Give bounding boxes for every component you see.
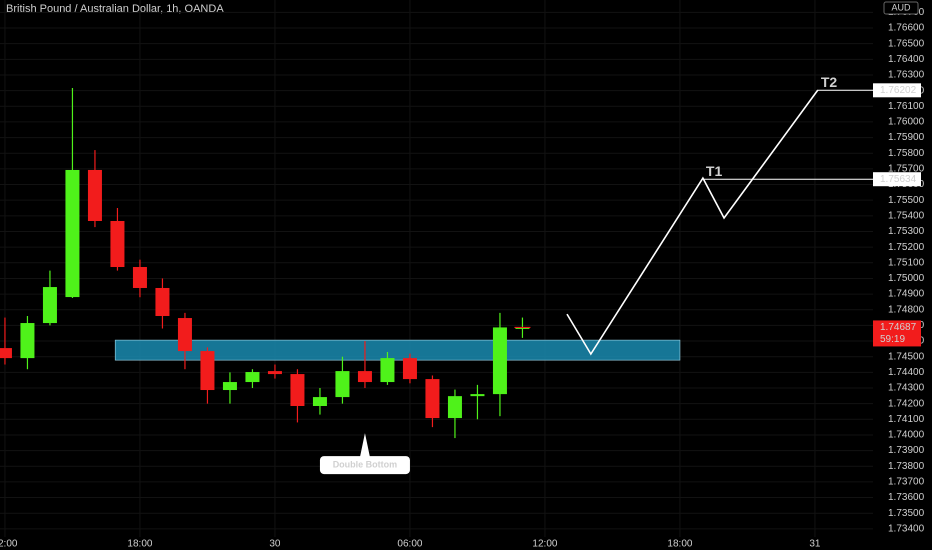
candle-body bbox=[42, 287, 57, 324]
candle-body bbox=[312, 397, 327, 406]
last-price-box bbox=[873, 320, 921, 347]
y-tick-label: 1.74400 bbox=[888, 367, 925, 378]
candle-body bbox=[515, 327, 530, 329]
candle-body bbox=[132, 267, 147, 288]
y-tick-label: 1.74900 bbox=[888, 289, 925, 300]
y-tick-label: 1.75400 bbox=[888, 210, 925, 221]
x-tick-label: 18:00 bbox=[127, 539, 152, 550]
target-price: 1.75634 bbox=[880, 174, 917, 185]
zone bbox=[114, 339, 681, 361]
x-tick-label: 12:00 bbox=[532, 539, 557, 550]
callout-text: Double Bottom bbox=[333, 459, 398, 469]
candle-body bbox=[0, 348, 12, 359]
candle-body bbox=[447, 396, 462, 419]
callout-pointer bbox=[359, 433, 370, 458]
y-tick-label: 1.74800 bbox=[888, 304, 925, 315]
x-tick-label: 30 bbox=[269, 539, 281, 550]
y-tick-label: 1.73900 bbox=[888, 445, 925, 456]
y-tick-label: 1.75500 bbox=[888, 195, 925, 206]
candle-body bbox=[222, 382, 237, 391]
candle-body bbox=[20, 323, 35, 359]
target-label: T2 bbox=[821, 74, 838, 90]
candle-body bbox=[290, 374, 305, 406]
x-tick-label: 31 bbox=[809, 539, 821, 550]
y-tick-label: 1.75900 bbox=[888, 132, 925, 143]
y-tick-label: 1.73700 bbox=[888, 477, 925, 488]
candle-body bbox=[357, 371, 372, 383]
target-price-box bbox=[873, 172, 921, 187]
y-tick-label: 1.76300 bbox=[888, 70, 925, 81]
callout-box bbox=[319, 456, 410, 475]
countdown: 59:19 bbox=[880, 334, 905, 345]
y-tick-label: 1.76400 bbox=[888, 54, 925, 65]
y-tick-label: 1.73500 bbox=[888, 508, 925, 519]
y-tick-label: 1.73800 bbox=[888, 461, 925, 472]
y-tick-label: 1.73400 bbox=[888, 524, 925, 535]
y-tick-label: 1.74100 bbox=[888, 414, 925, 425]
candle-body bbox=[492, 327, 507, 395]
candle-body bbox=[380, 358, 395, 383]
candle-body bbox=[267, 371, 282, 375]
candle-body bbox=[65, 169, 80, 298]
target-price: 1.76202 bbox=[880, 85, 917, 96]
y-tick-label: 1.73600 bbox=[888, 492, 925, 503]
candle-body bbox=[470, 394, 485, 397]
y-tick-label: 1.74300 bbox=[888, 383, 925, 394]
y-tick-label: 1.76500 bbox=[888, 38, 925, 49]
y-tick-label: 1.74200 bbox=[888, 398, 925, 409]
candle-body bbox=[155, 287, 170, 317]
x-tick-label: 18:00 bbox=[667, 539, 692, 550]
candle-body bbox=[87, 169, 102, 221]
candle-body bbox=[200, 351, 215, 391]
y-tick-label: 1.74000 bbox=[888, 430, 925, 441]
y-tick-label: 1.76600 bbox=[888, 23, 925, 34]
y-tick-label: 1.74500 bbox=[888, 351, 925, 362]
candle-body bbox=[245, 372, 260, 383]
y-tick-label: 1.75300 bbox=[888, 226, 925, 237]
candle-body bbox=[177, 318, 192, 352]
y-tick-label: 1.76000 bbox=[888, 117, 925, 128]
y-tick-label: 1.75800 bbox=[888, 148, 925, 159]
target-label: T1 bbox=[706, 163, 723, 179]
candle-body bbox=[425, 379, 440, 419]
y-tick-label: 1.75700 bbox=[888, 164, 925, 175]
target-price-box bbox=[873, 83, 921, 98]
y-tick-label: 1.75100 bbox=[888, 257, 925, 268]
currency: AUD bbox=[891, 2, 911, 12]
projection-line bbox=[566, 89, 819, 356]
candle-body bbox=[402, 358, 417, 380]
last-price: 1.74687 bbox=[880, 322, 917, 333]
candle-body bbox=[335, 371, 350, 398]
candle-body bbox=[110, 220, 125, 268]
currency-box bbox=[883, 1, 919, 15]
plot-area bbox=[0, 0, 873, 537]
x-tick-label: 06:00 bbox=[397, 539, 422, 550]
y-tick-label: 1.76100 bbox=[888, 101, 925, 112]
x-tick-label: 12:00 bbox=[0, 539, 18, 550]
y-tick-label: 1.75200 bbox=[888, 242, 925, 253]
y-tick-label: 1.75000 bbox=[888, 273, 925, 284]
chart-title: British Pound / Australian Dollar, 1h, O… bbox=[6, 3, 224, 15]
